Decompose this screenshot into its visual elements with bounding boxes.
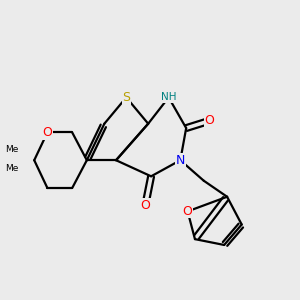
Text: NH: NH [161, 92, 176, 102]
Text: O: O [42, 126, 52, 139]
Text: Me: Me [5, 146, 18, 154]
Text: S: S [122, 91, 130, 104]
Text: O: O [205, 114, 214, 127]
Text: N: N [176, 154, 185, 167]
Text: O: O [183, 205, 193, 218]
Text: Me: Me [5, 164, 18, 173]
Text: O: O [140, 199, 150, 212]
